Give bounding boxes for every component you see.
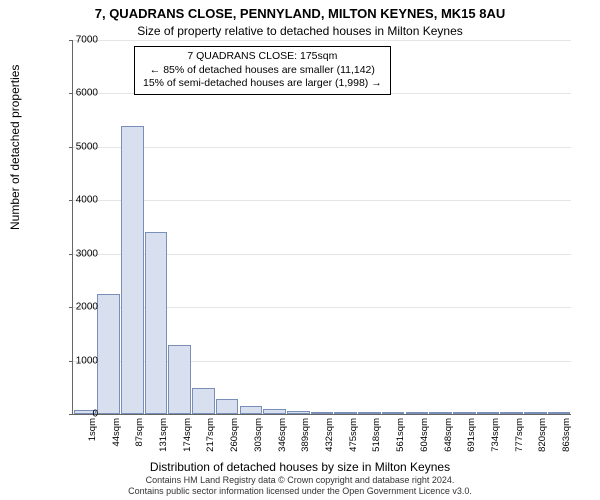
x-tick-label: 691sqm bbox=[466, 418, 477, 452]
y-tick-label: 4000 bbox=[68, 195, 98, 206]
info-line: 7 QUADRANS CLOSE: 175sqm bbox=[143, 50, 382, 64]
x-tick-label: 863sqm bbox=[561, 418, 572, 452]
info-line: 15% of semi-detached houses are larger (… bbox=[143, 77, 382, 91]
y-tick-label: 3000 bbox=[68, 248, 98, 259]
x-tick-label: 131sqm bbox=[158, 418, 169, 452]
y-tick-label: 5000 bbox=[68, 141, 98, 152]
y-tick-label: 1000 bbox=[68, 355, 98, 366]
histogram-bar bbox=[548, 412, 571, 414]
x-tick-label: 561sqm bbox=[395, 418, 406, 452]
info-box: 7 QUADRANS CLOSE: 175sqm ← 85% of detach… bbox=[134, 46, 391, 95]
footer-line: Contains public sector information licen… bbox=[0, 486, 600, 497]
x-tick-label: 518sqm bbox=[371, 418, 382, 452]
x-tick-label: 87sqm bbox=[134, 418, 145, 447]
y-tick-label: 6000 bbox=[68, 88, 98, 99]
x-tick-label: 389sqm bbox=[300, 418, 311, 452]
chart-area bbox=[72, 40, 571, 415]
x-tick-label: 604sqm bbox=[419, 418, 430, 452]
x-tick-label: 648sqm bbox=[443, 418, 454, 452]
histogram-bar bbox=[192, 388, 215, 414]
histogram-bar bbox=[334, 412, 357, 414]
histogram-bar bbox=[145, 232, 168, 414]
x-tick-label: 820sqm bbox=[537, 418, 548, 452]
histogram-bar bbox=[121, 126, 144, 415]
histogram-bar bbox=[311, 412, 334, 414]
histogram-bar bbox=[477, 412, 500, 414]
x-tick-label: 260sqm bbox=[229, 418, 240, 452]
histogram-bar bbox=[263, 409, 286, 414]
x-tick-label: 432sqm bbox=[324, 418, 335, 452]
main-title: 7, QUADRANS CLOSE, PENNYLAND, MILTON KEY… bbox=[0, 6, 600, 21]
x-tick-label: 777sqm bbox=[514, 418, 525, 452]
histogram-bar bbox=[240, 406, 263, 414]
y-axis-label: Number of detached properties bbox=[8, 65, 22, 230]
gridline bbox=[73, 200, 571, 201]
y-tick-label: 7000 bbox=[68, 35, 98, 46]
x-tick-label: 174sqm bbox=[182, 418, 193, 452]
x-tick-label: 346sqm bbox=[277, 418, 288, 452]
histogram-bar bbox=[524, 412, 547, 414]
gridline bbox=[73, 147, 571, 148]
y-tick-label: 2000 bbox=[68, 302, 98, 313]
histogram-bar bbox=[97, 294, 120, 414]
x-tick-label: 217sqm bbox=[205, 418, 216, 452]
footer-line: Contains HM Land Registry data © Crown c… bbox=[0, 475, 600, 486]
histogram-bar bbox=[358, 412, 381, 414]
x-tick-label: 303sqm bbox=[253, 418, 264, 452]
histogram-bar bbox=[216, 399, 239, 414]
x-tick-label: 475sqm bbox=[348, 418, 359, 452]
info-line: ← 85% of detached houses are smaller (11… bbox=[143, 64, 382, 78]
histogram-bar bbox=[500, 412, 523, 414]
x-tick-label: 734sqm bbox=[490, 418, 501, 452]
histogram-bar bbox=[406, 412, 429, 414]
x-axis-label: Distribution of detached houses by size … bbox=[0, 460, 600, 474]
histogram-bar bbox=[429, 412, 452, 414]
histogram-bar bbox=[168, 345, 191, 414]
histogram-bar bbox=[382, 412, 405, 414]
histogram-bar bbox=[453, 412, 476, 414]
histogram-bar bbox=[287, 411, 310, 414]
gridline bbox=[73, 40, 571, 41]
x-tick-label: 44sqm bbox=[111, 418, 122, 447]
x-tick-label: 1sqm bbox=[87, 418, 98, 441]
footer-text: Contains HM Land Registry data © Crown c… bbox=[0, 475, 600, 497]
